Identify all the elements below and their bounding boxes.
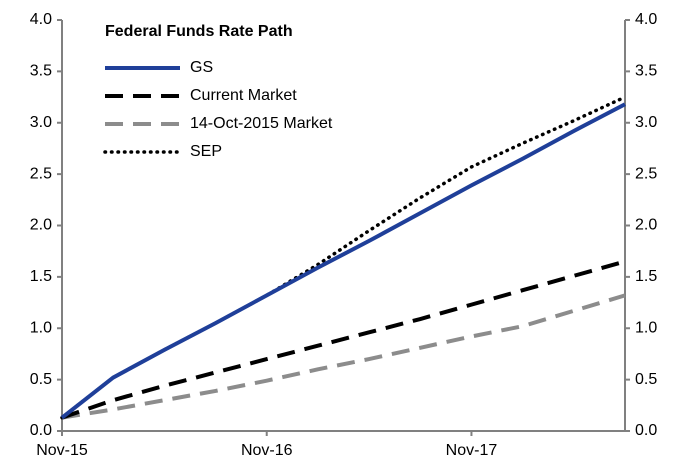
series-line [60, 95, 627, 420]
series-line [61, 293, 626, 420]
y2-tick-label: 1.0 [635, 319, 657, 336]
y2-tick-label: 3.0 [635, 114, 657, 131]
y-tick-label: 2.5 [30, 165, 52, 182]
y-tick-label: 3.0 [30, 114, 52, 131]
y2-tick-label: 2.0 [635, 217, 657, 234]
x-tick-label: Nov-15 [36, 442, 88, 459]
y2-tick-label: 2.5 [635, 165, 657, 182]
legend-title: Federal Funds Rate Path [105, 23, 293, 40]
y-tick-label: 1.0 [30, 319, 52, 336]
y2-tick-label: 1.5 [635, 268, 657, 285]
series-line [60, 102, 626, 420]
series-line [61, 259, 626, 420]
y-tick-label: 3.5 [30, 63, 52, 80]
legend-label: 14-Oct-2015 Market [190, 115, 333, 132]
y2-tick-label: 0.0 [635, 422, 657, 439]
y-tick-label: 0.5 [30, 371, 52, 388]
legend-label: GS [190, 59, 213, 76]
y2-tick-label: 3.5 [635, 63, 657, 80]
y2-tick-label: 0.5 [635, 371, 657, 388]
legend-label: Current Market [190, 87, 297, 104]
legend-label: SEP [190, 143, 222, 160]
x-tick-label: Nov-17 [446, 442, 498, 459]
y-tick-label: 0.0 [30, 422, 52, 439]
y-tick-label: 1.5 [30, 268, 52, 285]
y-tick-label: 2.0 [30, 217, 52, 234]
y-tick-label: 4.0 [30, 11, 52, 28]
x-tick-label: Nov-16 [241, 442, 293, 459]
y2-tick-label: 4.0 [635, 11, 657, 28]
